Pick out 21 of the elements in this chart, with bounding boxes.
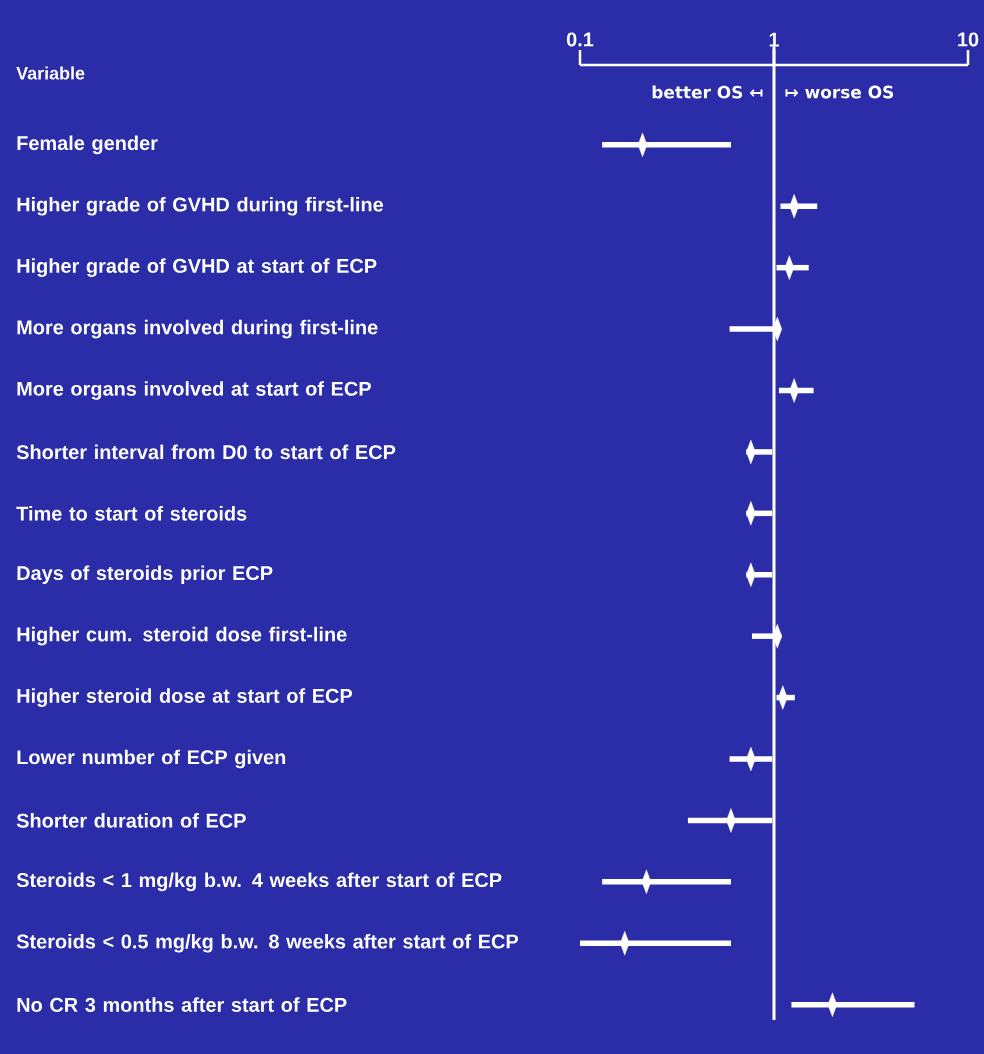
x-tick-label: 10 bbox=[958, 32, 979, 47]
text: ↦ worse OS bbox=[785, 85, 894, 99]
y-tick-label: Higher grade of GVHD at start of ECP bbox=[17, 258, 377, 277]
text: better OS ↤ bbox=[652, 85, 763, 99]
y-tick-label: Higher grade of GVHD during first-line bbox=[17, 196, 384, 216]
x-tick-label: 0.1 bbox=[566, 32, 594, 47]
y-tick-label: More organs involved at start of ECP bbox=[17, 381, 371, 400]
y-axis-title: Variable bbox=[16, 66, 85, 80]
y-tick-label: Days of steroids prior ECP bbox=[17, 565, 273, 585]
y-tick-label: Shorter duration of ECP bbox=[16, 813, 246, 828]
y-tick-label: Lower number of ECP given bbox=[17, 749, 286, 769]
y-tick-label: No CR 3 months after start of ECP bbox=[17, 997, 347, 1012]
y-tick-label: Steroids < 0.5 mg/kg b.w. 8 weeks after start of ECP bbox=[16, 933, 518, 953]
x-tick-label: 1 bbox=[769, 32, 779, 47]
y-tick-label: Steroids < 1 mg/kg b.w. 4 weeks after start of ECP bbox=[16, 872, 502, 892]
y-tick-label: Time to start of steroids bbox=[16, 506, 247, 521]
y-tick-label: Female gender bbox=[17, 135, 158, 155]
y-tick-label: Shorter interval from D0 to start of ECP bbox=[16, 444, 396, 460]
y-tick-label: Higher steroid dose at start of ECP bbox=[17, 688, 353, 707]
y-tick-label: More organs involved during first-line bbox=[17, 319, 378, 339]
y-tick-label: Higher cum. steroid dose first-line bbox=[17, 626, 347, 646]
